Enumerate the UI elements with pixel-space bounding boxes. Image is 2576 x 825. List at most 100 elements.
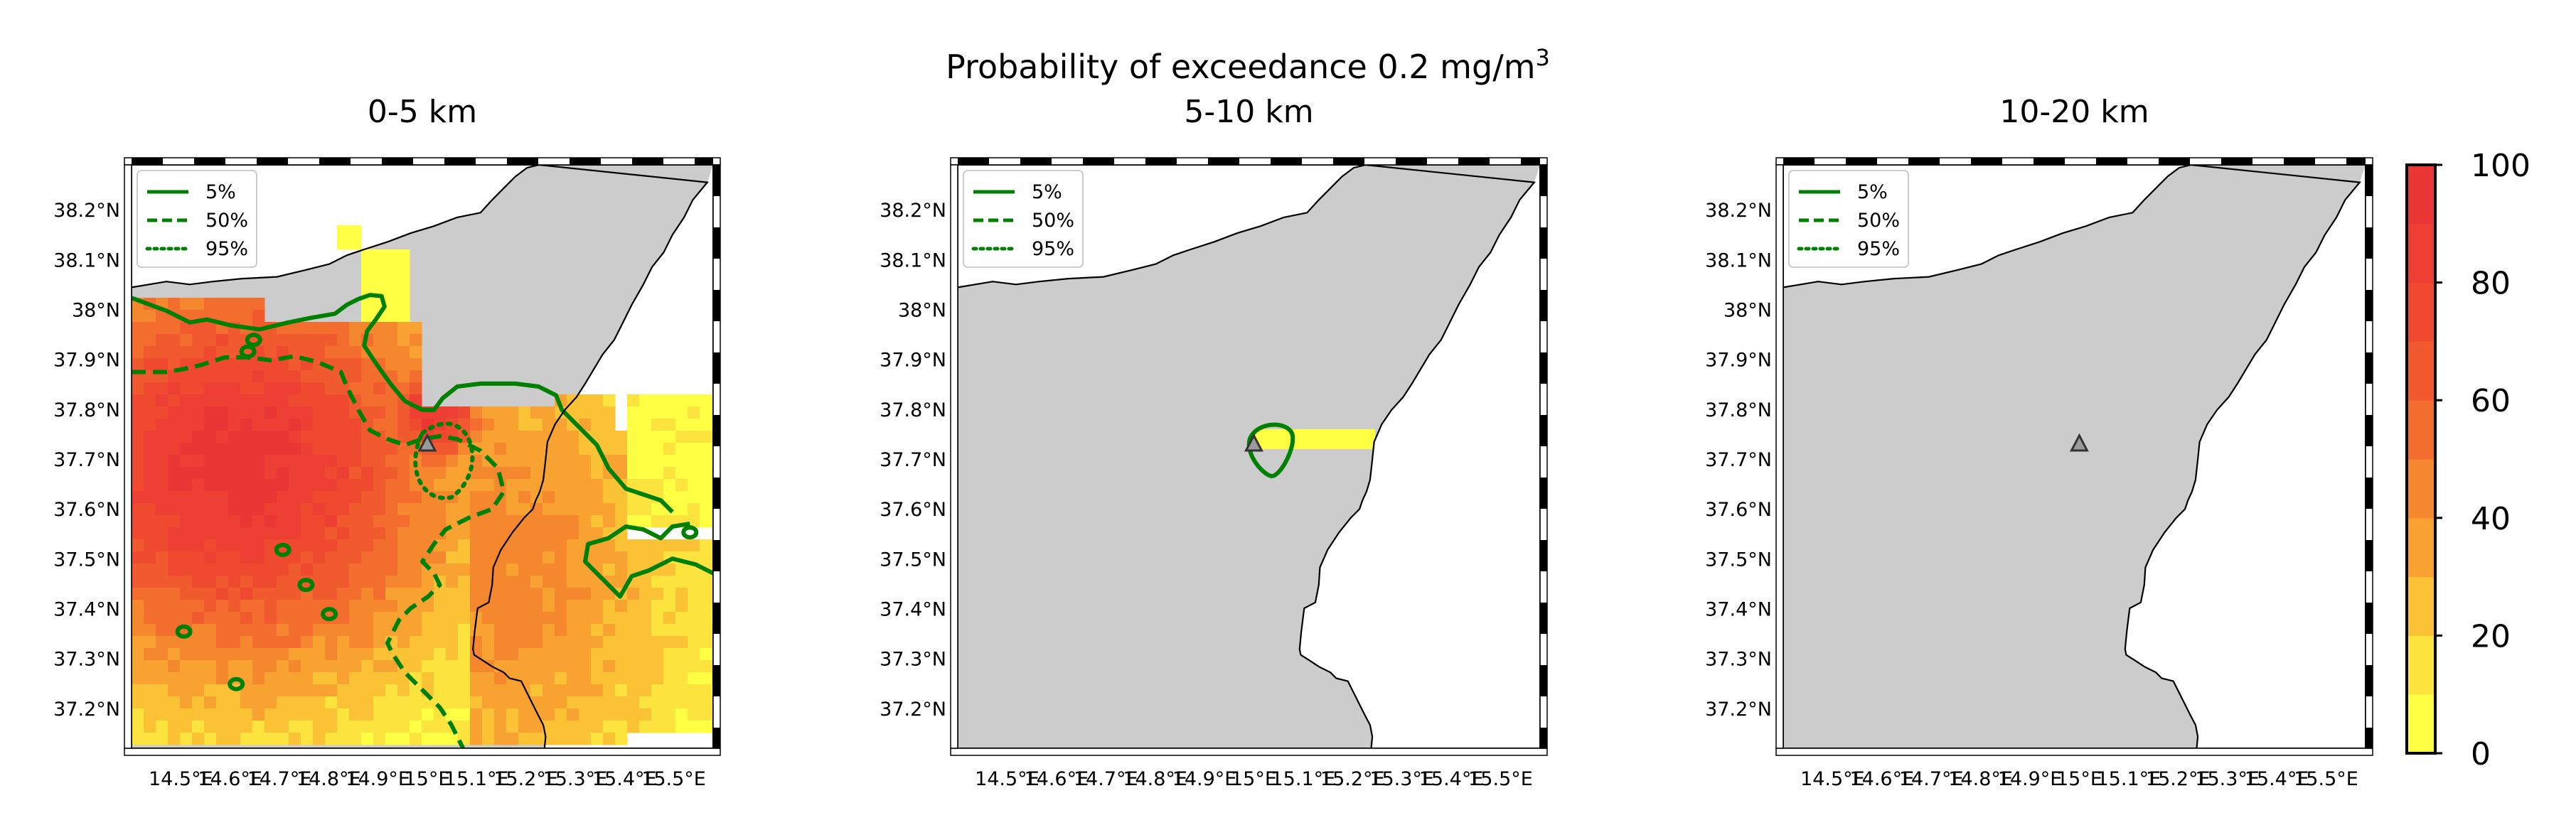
y-tick-label: 37.4°N (53, 599, 120, 621)
probability-cell (385, 576, 398, 588)
probability-cell (518, 612, 531, 625)
probability-cell (397, 527, 410, 540)
probability-cell (651, 600, 664, 613)
probability-cell (567, 672, 579, 685)
probability-cell (410, 708, 422, 721)
probability-cell (530, 419, 543, 431)
probability-cell (397, 733, 410, 745)
y-tick-label: 38.1°N (880, 249, 946, 271)
probability-cell (422, 455, 434, 468)
probability-cell (397, 298, 410, 311)
probability-cell (289, 443, 301, 455)
probability-cell (192, 576, 205, 588)
probability-cell (663, 564, 676, 576)
probability-cell (434, 612, 447, 625)
probability-cell (373, 322, 386, 335)
contour-island (239, 344, 257, 359)
probability-cell (397, 467, 410, 480)
probability-cell (361, 636, 374, 649)
probability-cell (252, 684, 265, 697)
probability-cell (264, 406, 277, 419)
probability-cell (470, 672, 483, 685)
probability-cell (216, 334, 229, 347)
probability-cell (349, 322, 362, 335)
probability-cell (228, 696, 241, 709)
colorbar-segment (2407, 282, 2435, 342)
probability-cell (385, 467, 398, 480)
probability-cell (132, 708, 144, 721)
probability-cell (349, 346, 362, 359)
probability-cell (518, 431, 531, 443)
probability-cell (385, 684, 398, 697)
probability-cell (458, 406, 471, 419)
probability-cell (688, 491, 700, 504)
panel-title: 5-10 km (1184, 94, 1313, 130)
probability-cell (434, 588, 447, 600)
probability-cell (410, 660, 422, 673)
probability-cell (482, 479, 495, 492)
probability-cell (228, 612, 241, 625)
probability-cell (615, 551, 628, 564)
probability-cell (373, 491, 386, 504)
x-tick-label: 14.9°E (346, 768, 410, 790)
probability-cell (228, 624, 241, 637)
probability-cell (361, 515, 374, 528)
probability-cell (132, 515, 144, 528)
probability-cell (192, 394, 205, 407)
probability-cell (543, 503, 555, 516)
probability-cell (361, 358, 374, 371)
probability-cell (192, 491, 205, 504)
probability-cell (168, 551, 181, 564)
probability-cell (252, 708, 265, 721)
probability-cell (446, 467, 459, 480)
probability-cell (385, 455, 398, 468)
probability-cell (373, 249, 386, 262)
probability-cell (458, 660, 471, 673)
probability-cell (301, 479, 314, 492)
probability-cell (385, 672, 398, 685)
probability-cell (494, 648, 507, 661)
probability-cell (301, 539, 314, 552)
probability-cell (144, 696, 156, 709)
probability-cell (216, 515, 229, 528)
probability-cell (410, 636, 422, 649)
probability-cell (168, 382, 181, 395)
probability-cell (543, 648, 555, 661)
probability-cell (567, 455, 579, 468)
probability-cell (470, 636, 483, 649)
probability-cell (397, 455, 410, 468)
probability-cell (349, 539, 362, 552)
probability-cell (651, 539, 664, 552)
probability-cell (688, 419, 700, 431)
probability-cell (144, 684, 156, 697)
probability-cell (168, 588, 181, 600)
probability-field (132, 225, 713, 745)
probability-cell (264, 431, 277, 443)
probability-cell (482, 443, 495, 455)
probability-cell (156, 346, 169, 359)
probability-cell (591, 491, 604, 504)
probability-cell (494, 684, 507, 697)
y-tick-label: 37.6°N (53, 499, 120, 521)
probability-cell (518, 455, 531, 468)
probability-cell (337, 672, 350, 685)
probability-cell (168, 696, 181, 709)
probability-cell (397, 358, 410, 371)
probability-cell (591, 636, 604, 649)
probability-cell (663, 431, 676, 443)
probability-cell (688, 431, 700, 443)
probability-cell (373, 648, 386, 661)
probability-cell (385, 298, 398, 311)
probability-cell (470, 733, 483, 745)
probability-cell (240, 394, 253, 407)
probability-cell (627, 624, 640, 637)
probability-cell (688, 660, 700, 673)
probability-cell (216, 696, 229, 709)
probability-cell (132, 455, 144, 468)
probability-cell (506, 733, 519, 745)
probability-cell (301, 733, 314, 745)
probability-cell (252, 419, 265, 431)
probability-cell (168, 443, 181, 455)
probability-cell (349, 527, 362, 540)
probability-cell (700, 431, 712, 443)
